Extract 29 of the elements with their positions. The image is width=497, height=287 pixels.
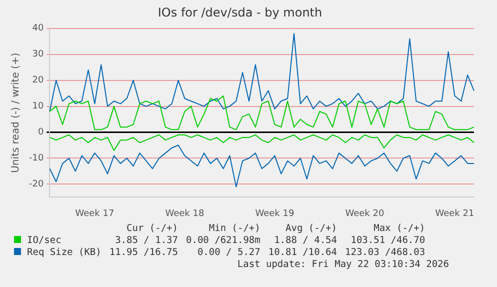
- text: 10.81 /10.64: [267, 247, 338, 259]
- y-tick-label: 0: [38, 128, 44, 138]
- text: 103.51 /46.70: [350, 235, 426, 247]
- text: 11.95 /16.75: [108, 247, 179, 259]
- text: Last update: Fri May 22 03:10:34 2026: [237, 259, 449, 270]
- y-tick-label: -20: [28, 180, 44, 190]
- x-tick-label: Week 21: [435, 208, 474, 219]
- y-tick-label: 10: [32, 102, 44, 112]
- y-tick-label: 30: [32, 50, 44, 60]
- x-tick-label: Week 17: [75, 208, 114, 219]
- text: Min (-/+): [208, 223, 262, 235]
- text: 0.00 / 5.27: [196, 247, 262, 259]
- text: 3.85 / 1.37: [114, 235, 179, 247]
- x-tick-label: Week 20: [345, 208, 384, 219]
- x-tick-label: Week 18: [165, 208, 204, 219]
- x-tick-label: Week 19: [255, 208, 294, 219]
- y-tick-label: -10: [28, 154, 44, 164]
- text: Max (-/+): [372, 223, 426, 235]
- y-tick-label: 40: [32, 24, 44, 34]
- text: 1.88 / 4.54: [273, 235, 338, 247]
- text: Cur (-/+): [126, 223, 179, 235]
- chart-title: IOs for /dev/sda - by month: [158, 5, 322, 20]
- legend-label: Req Size (KB): [26, 247, 102, 259]
- text: 0.00 /621.98m: [185, 235, 262, 247]
- text: Avg (-/+): [284, 223, 338, 235]
- legend-label: IO/sec: [26, 235, 62, 247]
- text: 123.03 /468.03: [344, 247, 426, 259]
- y-axis-title: Units read (-) / write (+): [10, 52, 22, 173]
- y-tick-label: 20: [32, 76, 44, 86]
